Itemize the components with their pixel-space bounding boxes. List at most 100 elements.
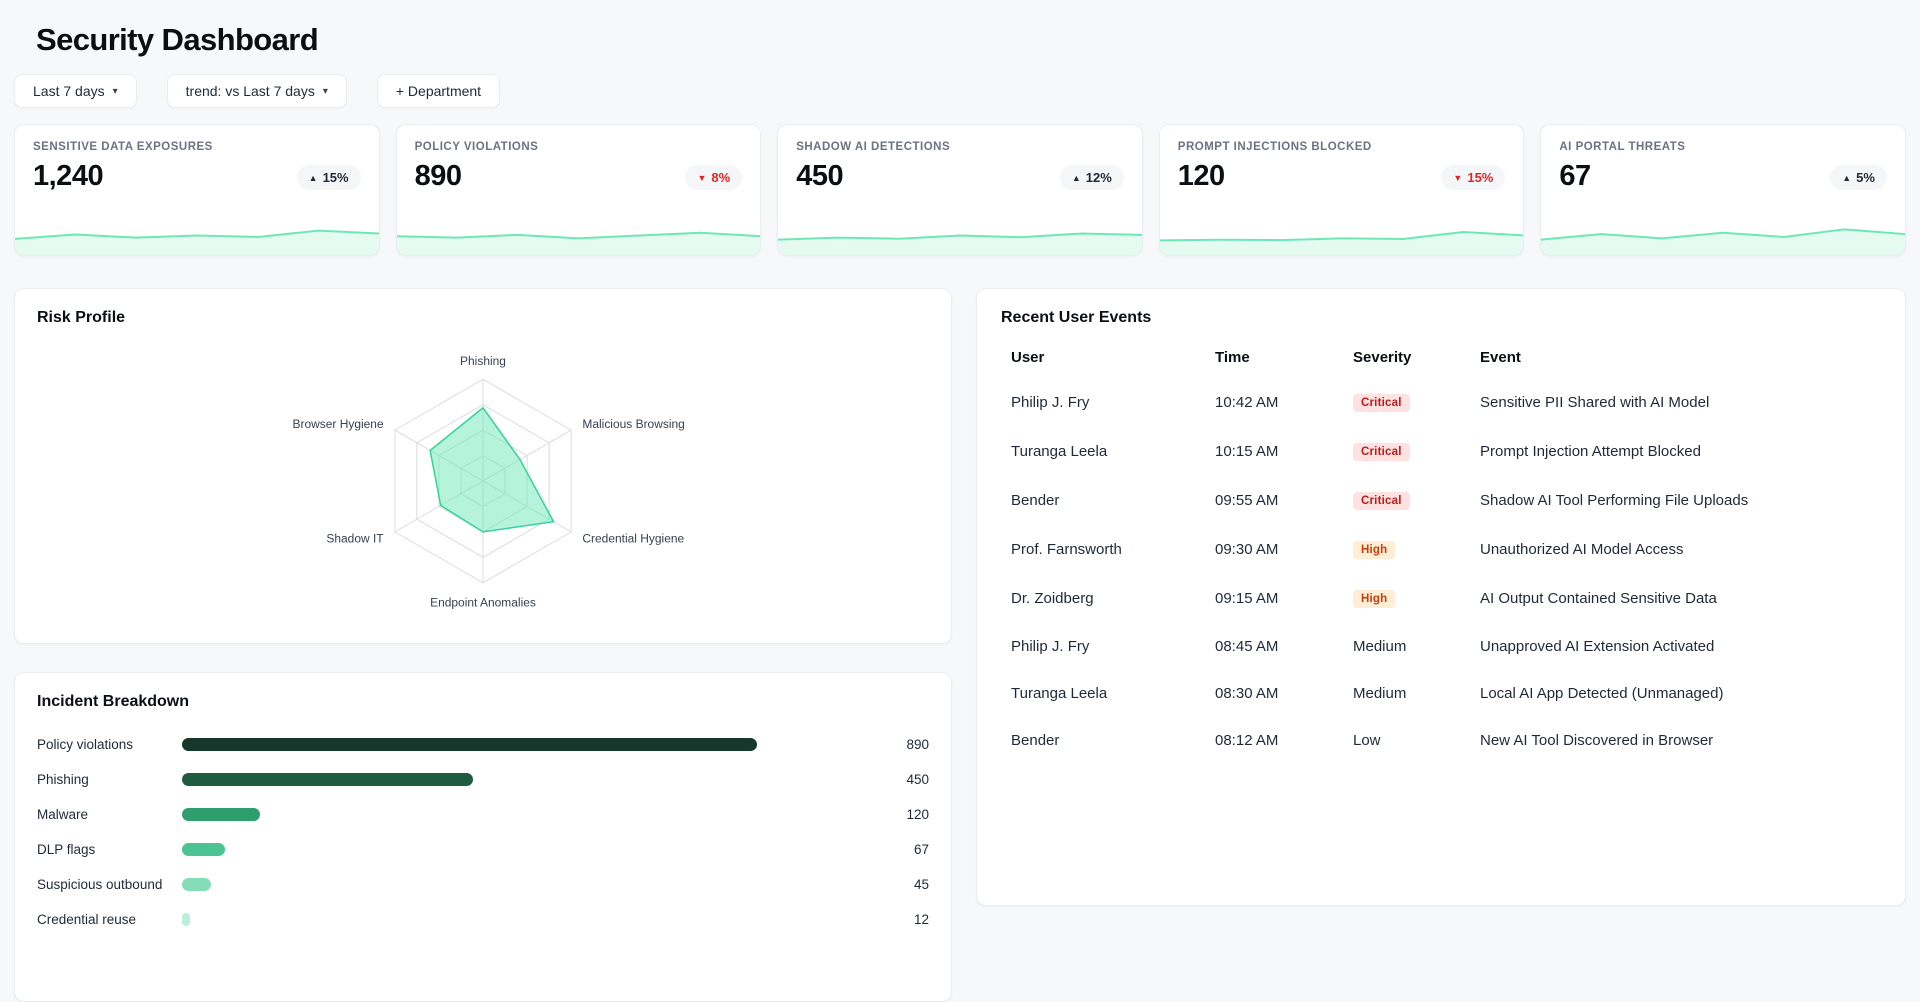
incident-category-label: Phishing — [37, 772, 89, 787]
chevron-down-icon: ▾ — [112, 85, 118, 97]
filter-bar: Last 7 days ▾ trend: vs Last 7 days ▾ + … — [14, 74, 1906, 108]
kpi-label: PROMPT INJECTIONS BLOCKED — [1177, 141, 1372, 153]
event-severity: Medium — [1353, 638, 1480, 655]
incident-breakdown-chart: Policy violations 890 Phishing 450 Malwa… — [37, 727, 929, 937]
kpi-sparkline-chart — [777, 214, 1143, 255]
svg-text:Browser Hygiene: Browser Hygiene — [292, 417, 383, 431]
page-title: Security Dashboard — [36, 22, 319, 57]
incident-value: 450 — [906, 772, 929, 787]
incident-row: Malware 120 — [37, 797, 929, 832]
severity-badge: Critical — [1353, 394, 1410, 412]
event-severity: High — [1353, 589, 1480, 608]
svg-text:Endpoint Anomalies: Endpoint Anomalies — [430, 596, 536, 610]
trend-comparison-label: trend: vs Last 7 days — [185, 83, 315, 99]
kpi-card: AI PORTAL THREATS 67 ▲ 5% — [1540, 124, 1906, 256]
event-description: Sensitive PII Shared with AI Model — [1480, 394, 1710, 411]
add-department-filter[interactable]: + Department — [376, 74, 501, 108]
incident-row: Credential reuse 12 — [37, 902, 929, 937]
kpi-card: SHADOW AI DETECTIONS 450 ▲ 12% — [777, 124, 1143, 256]
event-user: Bender — [1011, 492, 1060, 509]
chevron-down-icon: ▾ — [322, 85, 328, 97]
incident-row: DLP flags 67 — [37, 832, 929, 867]
svg-text:Credential Hygiene: Credential Hygiene — [582, 532, 684, 546]
dashboard-body: Risk Profile Phishing Malicious Browsing C… — [14, 288, 1906, 1002]
incident-bar — [182, 773, 473, 786]
kpi-info: SENSITIVE DATA EXPOSURES 1,240 — [33, 141, 213, 193]
event-description: Unauthorized AI Model Access — [1480, 541, 1684, 558]
incident-breakdown-title: Incident Breakdown — [37, 693, 190, 710]
incident-row: Policy violations 890 — [37, 727, 929, 762]
table-row[interactable]: Turanga Leela 10:15 AM Critical Prompt I… — [1001, 427, 1881, 476]
table-row[interactable]: Bender 09:55 AM Critical Shadow AI Tool … — [1001, 476, 1881, 525]
incident-bar-track — [182, 773, 877, 786]
kpi-card: POLICY VIOLATIONS 890 ▼ 8% — [395, 124, 762, 256]
svg-text:Shadow IT: Shadow IT — [326, 532, 384, 546]
kpi-sparkline-chart — [14, 214, 380, 255]
table-row[interactable]: Bender 08:12 AM Low New AI Tool Discover… — [1001, 717, 1881, 764]
event-user: Turanga Leela — [1011, 443, 1108, 460]
incident-value: 12 — [913, 912, 929, 927]
incident-breakdown-panel: Incident Breakdown Policy violations 890… — [14, 672, 952, 1002]
incident-category-label: DLP flags — [37, 842, 96, 857]
risk-profile-radar-chart: Phishing Malicious Browsing Credential Hyg… — [292, 354, 684, 610]
kpi-label: POLICY VIOLATIONS — [414, 141, 539, 153]
kpi-card-top: SHADOW AI DETECTIONS 450 ▲ 12% — [778, 125, 1142, 193]
severity-badge: Medium — [1353, 685, 1407, 702]
kpi-row: SENSITIVE DATA EXPOSURES 1,240 ▲ 15% POL… — [14, 124, 1906, 256]
kpi-trend-badge: ▲ 5% — [1830, 165, 1887, 190]
incident-category-label: Credential reuse — [37, 912, 137, 927]
kpi-label: AI PORTAL THREATS — [1559, 141, 1686, 153]
sparkline-area — [1159, 232, 1524, 255]
incident-bar — [182, 738, 757, 751]
event-description: New AI Tool Discovered in Browser — [1480, 732, 1714, 749]
table-row[interactable]: Philip J. Fry 08:45 AM Medium Unapproved… — [1001, 623, 1881, 670]
incident-category-label: Policy violations — [37, 737, 134, 752]
kpi-card-top: PROMPT INJECTIONS BLOCKED 120 ▼ 15% — [1160, 125, 1524, 193]
incident-row: Phishing 450 — [37, 762, 929, 797]
add-department-label: + Department — [395, 83, 482, 99]
column-header-severity: Severity — [1353, 349, 1412, 366]
kpi-trend-value: 5% — [1856, 170, 1875, 185]
recent-user-events-title: Recent User Events — [1001, 309, 1152, 326]
column-header-user: User — [1011, 349, 1045, 366]
sparkline-line — [396, 233, 762, 239]
event-severity: Critical — [1353, 491, 1480, 510]
kpi-info: POLICY VIOLATIONS 890 — [415, 141, 539, 193]
sparkline-line — [777, 234, 1143, 240]
sparkline-line — [1159, 232, 1525, 240]
severity-badge: High — [1353, 541, 1396, 559]
kpi-card: PROMPT INJECTIONS BLOCKED 120 ▼ 15% — [1158, 124, 1525, 256]
incident-bar-track — [182, 878, 877, 891]
kpi-info: PROMPT INJECTIONS BLOCKED 120 — [1178, 141, 1372, 193]
events-table-body: Philip J. Fry 10:42 AM Critical Sensitiv… — [1001, 378, 1881, 764]
trend-arrow-icon: ▼ — [697, 172, 707, 183]
kpi-value: 450 — [796, 160, 844, 192]
table-row[interactable]: Philip J. Fry 10:42 AM Critical Sensitiv… — [1001, 378, 1881, 427]
sparkline-area — [1541, 229, 1905, 255]
event-description: AI Output Contained Sensitive Data — [1480, 590, 1717, 607]
kpi-value: 1,240 — [33, 160, 104, 192]
incident-bar-track — [182, 738, 877, 751]
incident-bar — [182, 913, 190, 926]
event-description: Prompt Injection Attempt Blocked — [1480, 443, 1701, 460]
sparkline-line — [14, 231, 380, 239]
left-column: Risk Profile Phishing Malicious Browsing C… — [14, 288, 952, 1002]
event-time: 08:30 AM — [1215, 685, 1279, 702]
date-range-filter[interactable]: Last 7 days ▾ — [14, 74, 137, 108]
kpi-sparkline-chart — [1159, 214, 1525, 255]
kpi-trend-badge: ▲ 12% — [1059, 165, 1124, 190]
event-severity: Critical — [1353, 442, 1480, 461]
kpi-sparkline-chart — [396, 214, 762, 255]
incident-bar — [182, 843, 226, 856]
incident-value: 890 — [906, 737, 929, 752]
kpi-trend-value: 8% — [711, 170, 731, 185]
table-row[interactable]: Turanga Leela 08:30 AM Medium Local AI A… — [1001, 670, 1881, 717]
event-severity: Low — [1353, 732, 1480, 749]
severity-badge: High — [1353, 590, 1396, 608]
kpi-trend-badge: ▼ 15% — [1441, 165, 1506, 190]
trend-comparison-filter[interactable]: trend: vs Last 7 days ▾ — [166, 74, 347, 108]
table-row[interactable]: Dr. Zoidberg 09:15 AM High AI Output Con… — [1001, 574, 1881, 623]
event-user: Dr. Zoidberg — [1011, 590, 1094, 607]
table-row[interactable]: Prof. Farnsworth 09:30 AM High Unauthori… — [1001, 525, 1881, 574]
